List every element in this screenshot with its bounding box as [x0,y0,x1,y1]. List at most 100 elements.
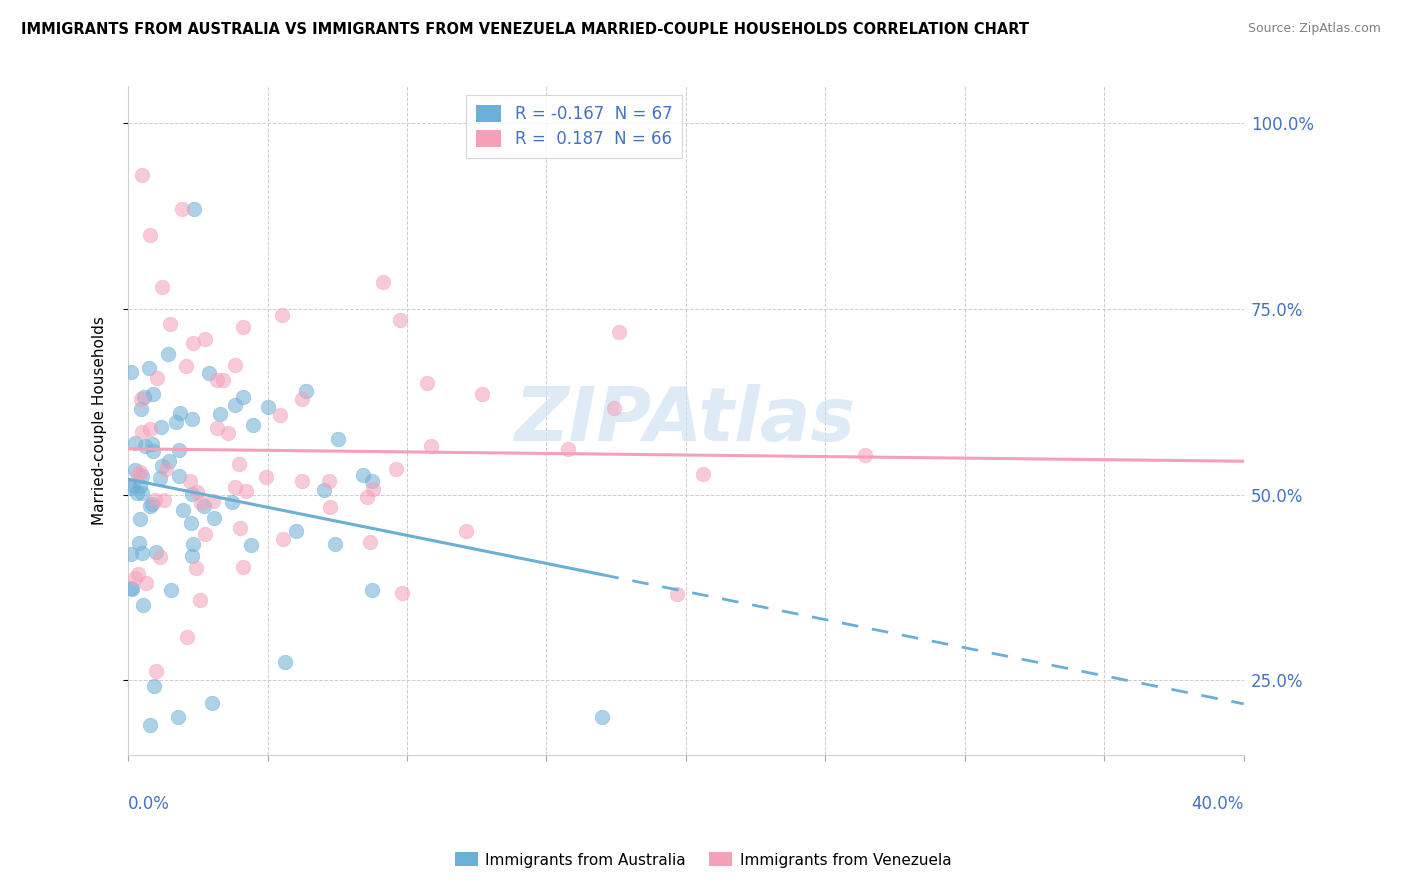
Point [224,359,246,373]
Y-axis label: Married-couple Households: Married-couple Households [93,316,107,524]
Point [197,366,219,380]
Point [385,462,408,476]
Point [167,710,190,724]
Point [152,458,174,473]
Legend: Immigrants from Australia, Immigrants from Venezuela: Immigrants from Australia, Immigrants fr… [449,847,957,873]
Point [363,482,385,496]
Point [269,408,291,422]
Point [221,494,243,508]
Point [170,202,193,217]
Point [159,582,181,597]
Point [373,276,395,290]
Point [217,425,239,440]
Point [232,320,254,334]
Point [149,471,172,485]
Point [149,549,172,564]
Point [167,468,190,483]
Point [326,432,349,446]
Point [415,376,437,390]
Point [139,227,162,242]
Point [141,437,163,451]
Point [120,481,142,495]
Point [235,483,257,498]
Point [212,373,235,387]
Point [274,655,297,669]
Point [139,499,162,513]
Point [186,485,208,500]
Point [143,679,166,693]
Point [169,406,191,420]
Legend: R = -0.167  N = 67, R =  0.187  N = 66: R = -0.167 N = 67, R = 0.187 N = 66 [467,95,682,158]
Point [141,497,163,511]
Point [132,390,155,404]
Point [165,416,187,430]
Point [665,586,688,600]
Point [169,442,191,457]
Point [194,332,217,346]
Point [853,449,876,463]
Point [242,418,264,433]
Point [391,586,413,600]
Point [284,524,307,538]
Point [176,630,198,644]
Point [129,392,152,406]
Point [312,483,335,497]
Point [356,490,378,504]
Point [124,462,146,476]
Point [139,718,162,732]
Point [692,467,714,482]
Point [146,371,169,385]
Point [129,512,152,526]
Point [318,474,340,488]
Point [145,665,167,679]
Point [228,521,250,535]
Point [129,479,152,493]
Point [131,486,153,500]
Text: 0.0%: 0.0% [128,796,170,814]
Point [124,435,146,450]
Point [271,532,294,546]
Point [208,407,231,421]
Point [180,412,202,426]
Point [183,537,205,551]
Point [143,493,166,508]
Point [557,442,579,456]
Point [155,462,177,476]
Point [456,524,478,539]
Point [231,559,253,574]
Point [181,487,204,501]
Point [156,347,179,361]
Point [153,492,176,507]
Point [180,516,202,530]
Point [603,401,626,415]
Point [128,465,150,479]
Point [142,386,165,401]
Text: Source: ZipAtlas.com: Source: ZipAtlas.com [1247,22,1381,36]
Point [150,280,173,294]
Point [193,499,215,513]
Point [607,325,630,339]
Point [179,474,201,488]
Point [121,477,143,491]
Point [134,439,156,453]
Point [159,317,181,331]
Point [359,534,381,549]
Point [135,576,157,591]
Text: IMMIGRANTS FROM AUSTRALIA VS IMMIGRANTS FROM VENEZUELA MARRIED-COUPLE HOUSEHOLDS: IMMIGRANTS FROM AUSTRALIA VS IMMIGRANTS … [21,22,1029,37]
Point [254,469,277,483]
Point [240,538,263,552]
Point [131,468,153,483]
Point [145,545,167,559]
Point [190,593,212,607]
Point [228,457,250,471]
Point [174,359,197,373]
Point [224,398,246,412]
Point [121,582,143,596]
Point [319,500,342,515]
Point [471,386,494,401]
Point [202,510,225,524]
Point [120,365,142,379]
Point [180,549,202,563]
Point [420,439,443,453]
Point [131,546,153,560]
